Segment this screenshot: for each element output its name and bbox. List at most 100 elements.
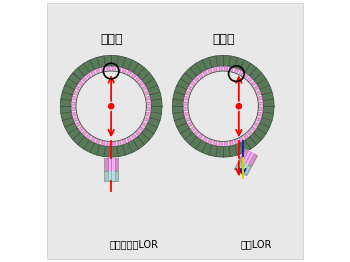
- Polygon shape: [142, 86, 147, 90]
- Polygon shape: [106, 141, 111, 147]
- Polygon shape: [131, 133, 137, 140]
- Polygon shape: [100, 140, 106, 146]
- Polygon shape: [138, 68, 149, 80]
- Polygon shape: [260, 118, 272, 127]
- Polygon shape: [224, 141, 228, 147]
- Polygon shape: [185, 91, 190, 95]
- Polygon shape: [122, 57, 132, 69]
- Polygon shape: [142, 123, 147, 126]
- Polygon shape: [253, 121, 260, 128]
- Polygon shape: [254, 123, 259, 126]
- Polygon shape: [247, 130, 253, 136]
- Polygon shape: [183, 112, 189, 117]
- Polygon shape: [185, 68, 197, 80]
- Polygon shape: [183, 103, 188, 104]
- Polygon shape: [202, 57, 212, 69]
- Polygon shape: [127, 70, 131, 76]
- Polygon shape: [230, 140, 232, 146]
- Polygon shape: [145, 95, 151, 101]
- Polygon shape: [258, 107, 264, 111]
- Polygon shape: [185, 118, 190, 121]
- Polygon shape: [113, 141, 115, 146]
- Polygon shape: [193, 130, 200, 136]
- Polygon shape: [214, 140, 216, 146]
- Polygon shape: [258, 97, 263, 99]
- Polygon shape: [209, 68, 211, 73]
- Polygon shape: [239, 137, 243, 142]
- Polygon shape: [146, 101, 152, 106]
- Polygon shape: [117, 145, 125, 156]
- Polygon shape: [181, 73, 193, 84]
- Polygon shape: [78, 137, 89, 149]
- Polygon shape: [262, 92, 273, 101]
- Polygon shape: [121, 68, 127, 74]
- Polygon shape: [82, 131, 87, 135]
- Polygon shape: [75, 121, 81, 128]
- Polygon shape: [104, 56, 111, 66]
- Polygon shape: [250, 80, 257, 87]
- Polygon shape: [174, 118, 187, 127]
- Polygon shape: [190, 63, 201, 76]
- Polygon shape: [146, 108, 152, 110]
- Polygon shape: [218, 66, 223, 71]
- Polygon shape: [257, 123, 270, 134]
- Polygon shape: [214, 67, 216, 72]
- Polygon shape: [193, 76, 200, 83]
- Polygon shape: [104, 146, 111, 157]
- Polygon shape: [144, 91, 149, 95]
- Polygon shape: [100, 66, 106, 72]
- Polygon shape: [62, 85, 75, 95]
- Polygon shape: [78, 81, 83, 86]
- Polygon shape: [82, 77, 87, 82]
- Polygon shape: [209, 139, 211, 144]
- Polygon shape: [123, 139, 126, 144]
- Polygon shape: [97, 56, 105, 68]
- Polygon shape: [60, 106, 71, 113]
- Polygon shape: [133, 63, 145, 76]
- Polygon shape: [216, 56, 223, 66]
- Polygon shape: [239, 149, 257, 167]
- Polygon shape: [209, 56, 217, 68]
- Polygon shape: [75, 86, 80, 90]
- Polygon shape: [151, 99, 162, 106]
- Polygon shape: [146, 103, 152, 104]
- Polygon shape: [177, 123, 189, 134]
- Polygon shape: [229, 145, 238, 156]
- Polygon shape: [85, 133, 92, 140]
- Polygon shape: [95, 138, 101, 145]
- Polygon shape: [198, 74, 203, 78]
- Polygon shape: [96, 68, 99, 73]
- Polygon shape: [251, 127, 256, 131]
- Polygon shape: [144, 90, 150, 96]
- Polygon shape: [183, 101, 188, 106]
- Polygon shape: [244, 74, 248, 78]
- Polygon shape: [90, 143, 100, 155]
- Polygon shape: [142, 73, 154, 84]
- Polygon shape: [61, 92, 72, 101]
- Polygon shape: [71, 103, 76, 104]
- Polygon shape: [90, 136, 96, 143]
- Polygon shape: [144, 118, 149, 121]
- Polygon shape: [85, 73, 92, 79]
- Polygon shape: [245, 63, 257, 76]
- Polygon shape: [262, 112, 273, 121]
- Polygon shape: [254, 128, 266, 140]
- Polygon shape: [150, 112, 161, 121]
- Polygon shape: [72, 117, 79, 122]
- Polygon shape: [122, 143, 132, 155]
- Polygon shape: [81, 130, 88, 136]
- Polygon shape: [113, 66, 115, 71]
- Polygon shape: [203, 137, 207, 142]
- Polygon shape: [78, 127, 83, 131]
- Polygon shape: [258, 108, 264, 110]
- Polygon shape: [242, 151, 254, 165]
- Bar: [108, 158, 114, 171]
- Polygon shape: [224, 66, 228, 71]
- Polygon shape: [209, 145, 217, 156]
- Polygon shape: [207, 138, 213, 145]
- Polygon shape: [173, 112, 184, 121]
- Polygon shape: [138, 133, 149, 145]
- Polygon shape: [71, 95, 77, 101]
- Polygon shape: [229, 66, 234, 72]
- Polygon shape: [145, 112, 151, 117]
